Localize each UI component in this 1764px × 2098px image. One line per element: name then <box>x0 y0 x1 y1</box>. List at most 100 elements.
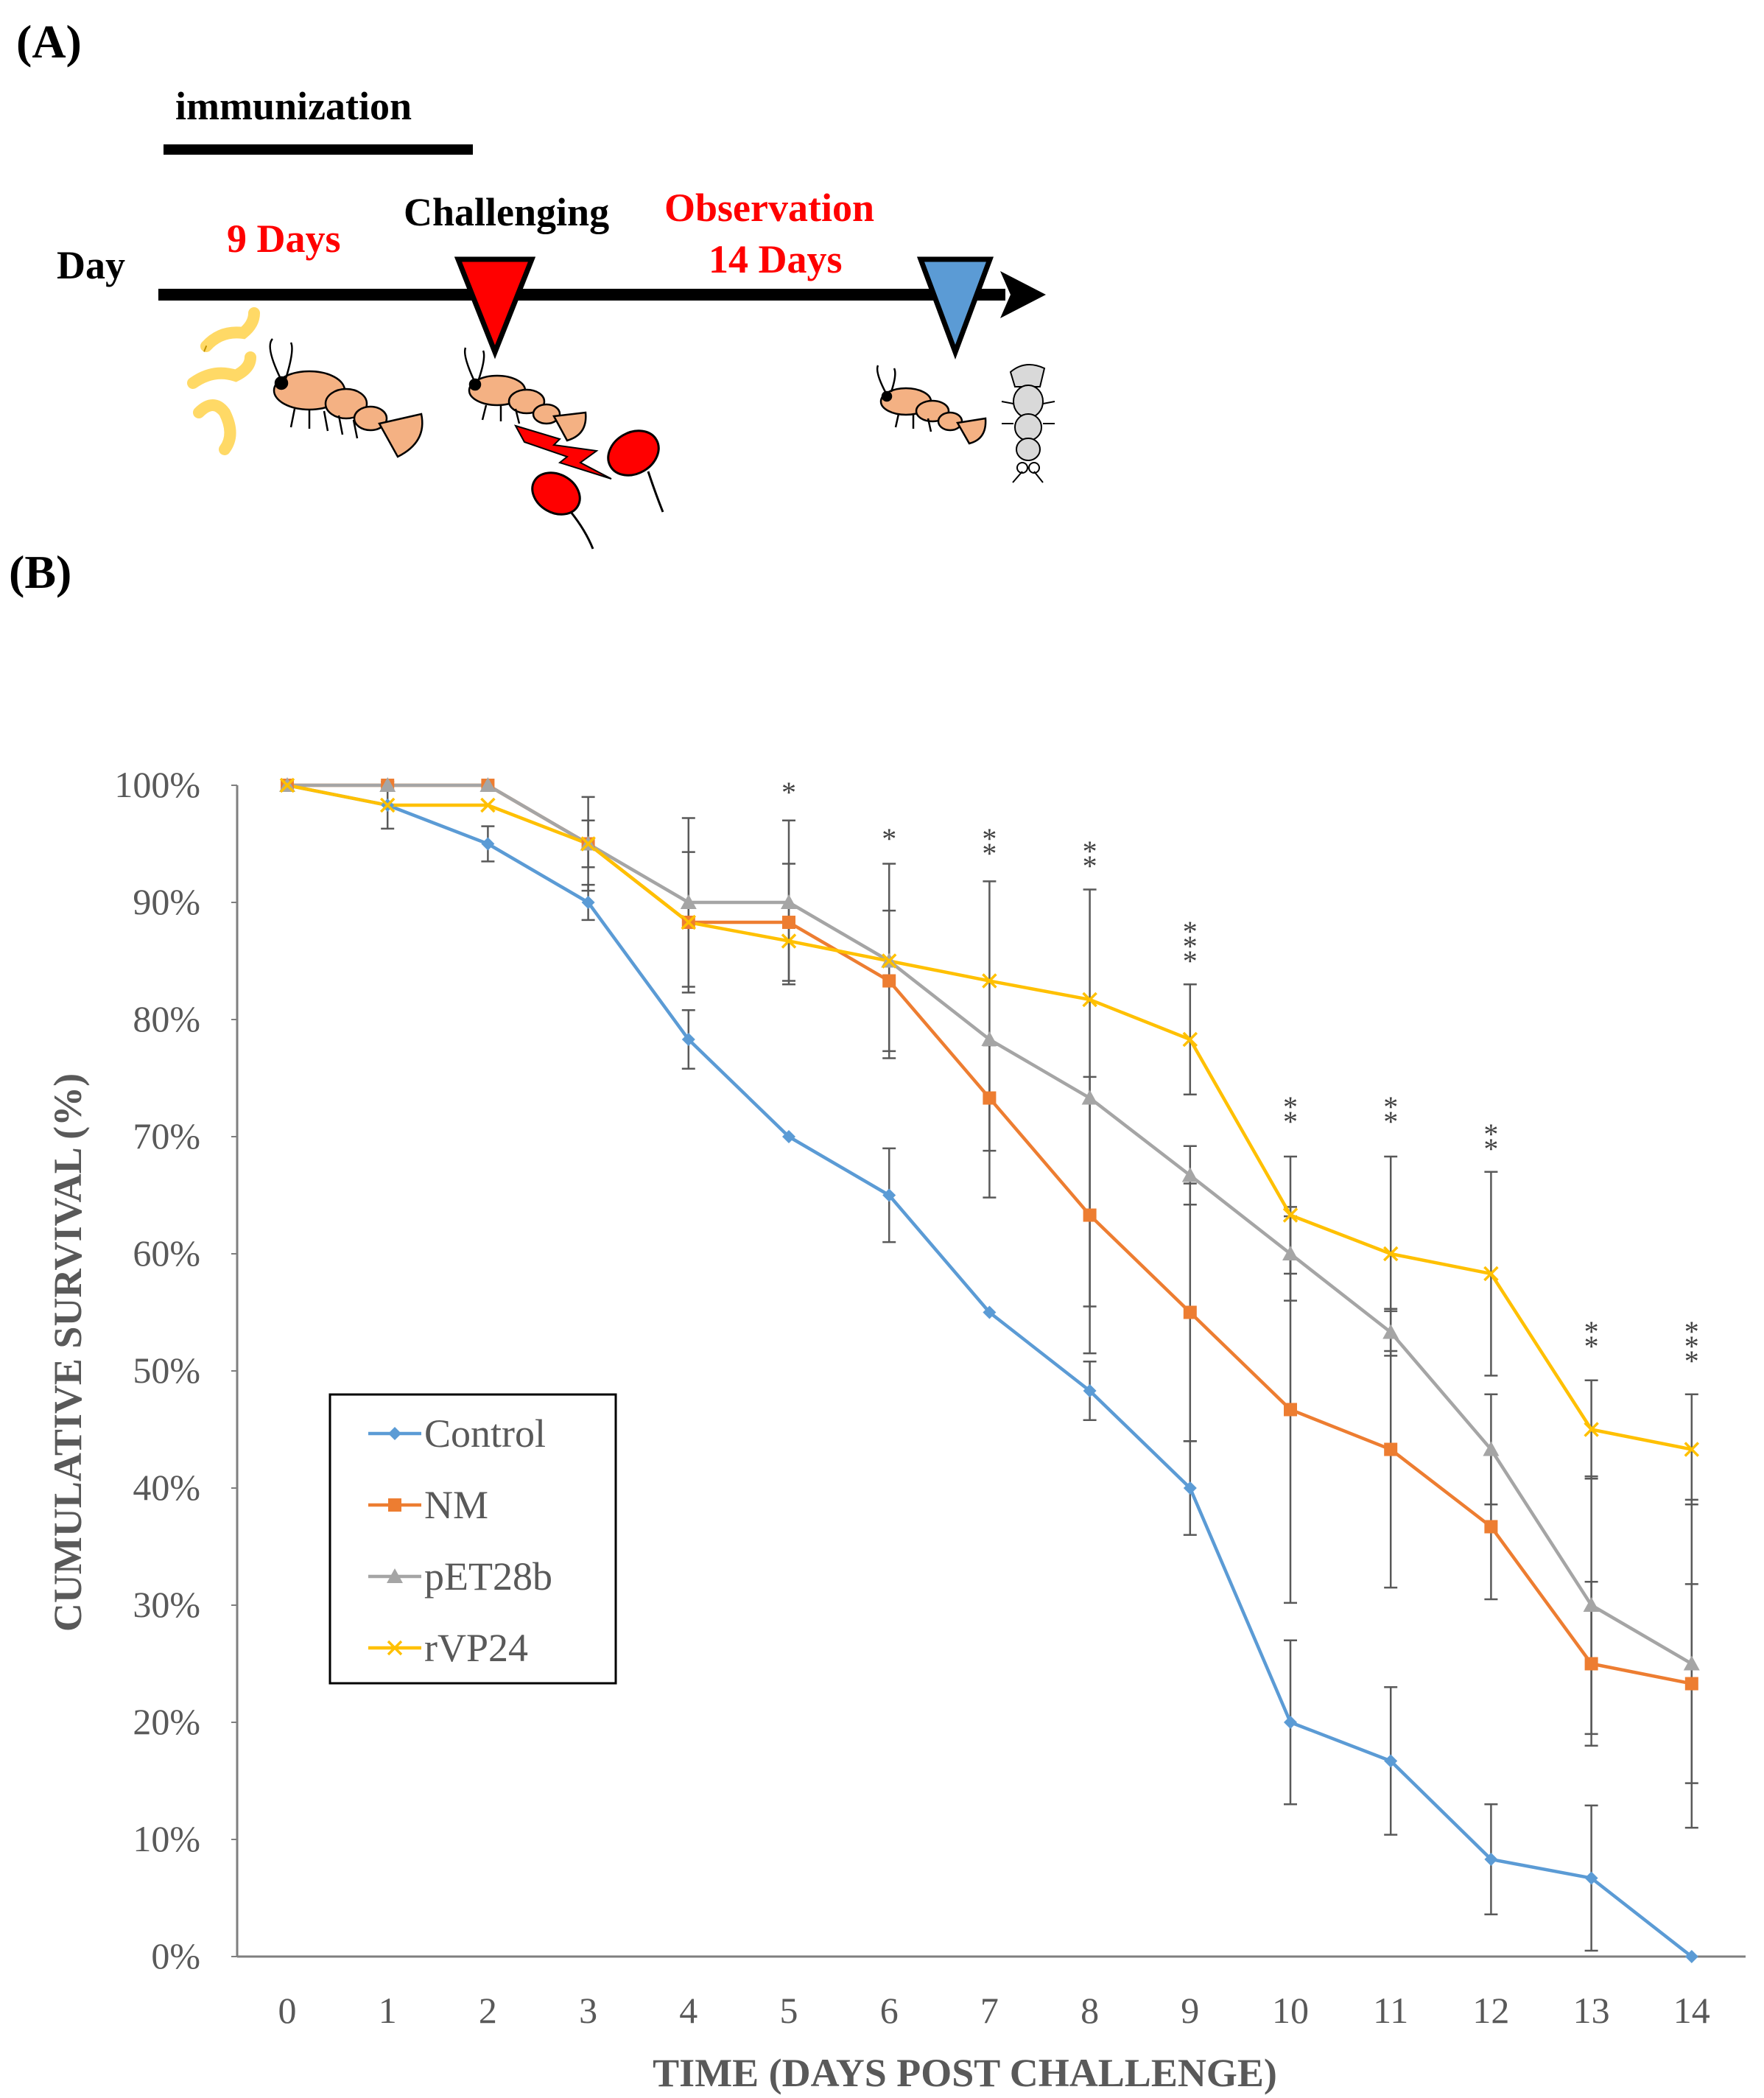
data-point <box>1384 1754 1398 1768</box>
x-tick-label: 11 <box>1373 1990 1408 2031</box>
significance-star: * <box>882 822 896 855</box>
panel-b-label: (B) <box>9 546 71 598</box>
star-glyph: * <box>1383 1105 1398 1138</box>
panel-a: (A) immunization Day 9 Days Challenging … <box>16 15 1055 550</box>
series-markers-rvp24 <box>279 777 1700 1457</box>
immunization-label: immunization <box>175 84 412 128</box>
shrimp-immunized-icon <box>269 338 424 458</box>
x-tick-label: 13 <box>1573 1990 1610 2031</box>
data-point <box>479 777 496 792</box>
star-glyph: * <box>1483 1118 1498 1151</box>
data-point <box>379 797 396 813</box>
legend-label: Control <box>424 1411 546 1456</box>
data-point <box>1483 1266 1499 1282</box>
y-tick-label: 40% <box>133 1467 200 1508</box>
star-glyph: * <box>1083 835 1097 868</box>
legend-item-control: Control <box>368 1411 546 1456</box>
x-tick-label: 0 <box>278 1990 297 2031</box>
data-point <box>782 1130 795 1143</box>
data-point <box>1183 1305 1197 1319</box>
y-axis-title: CUMULATIVE SURVIVAL (%) <box>46 1073 90 1632</box>
data-point <box>782 916 795 930</box>
x-tick-label: 5 <box>780 1990 798 2031</box>
data-point <box>1284 1716 1297 1729</box>
data-point <box>982 973 997 989</box>
data-point <box>1584 1871 1598 1885</box>
x-axis-ticks: 0 1 2 3 4 5 6 7 8 9 10 11 12 13 14 <box>278 1990 1710 2031</box>
data-point <box>1284 1403 1297 1417</box>
data-point <box>1282 1246 1299 1260</box>
x-tick-label: 2 <box>479 1990 497 2031</box>
significance-star: *** <box>1183 915 1198 978</box>
star-glyph: * <box>882 822 896 855</box>
y-tick-label: 20% <box>133 1701 200 1742</box>
star-glyph: * <box>1283 1090 1298 1123</box>
legend-label: pET28b <box>424 1554 552 1599</box>
legend-label: rVP24 <box>424 1626 528 1670</box>
star-glyph: * <box>1183 944 1198 978</box>
fourteen-days-label: 14 Days <box>709 237 843 281</box>
significance-label: *** <box>1684 1315 1699 1378</box>
x-tick-label: 4 <box>679 1990 697 2031</box>
feed-worms-icon <box>187 307 260 455</box>
legend-item-pet28b: pET28b <box>368 1554 552 1599</box>
data-point <box>1082 992 1097 1008</box>
data-point <box>387 1568 403 1583</box>
y-tick-label: 30% <box>133 1584 200 1625</box>
significance-label: *** <box>1183 915 1198 978</box>
challenging-label: Challenging <box>404 190 609 234</box>
data-point <box>1483 1441 1500 1456</box>
y-tick-label: 60% <box>133 1232 200 1274</box>
data-point <box>681 1033 695 1047</box>
data-point <box>388 1427 401 1440</box>
data-point <box>781 894 797 909</box>
data-point <box>882 1188 896 1202</box>
star-glyph: * <box>1183 915 1198 948</box>
y-tick-label: 100% <box>114 764 200 805</box>
immunization-bar <box>164 144 473 155</box>
x-tick-label: 6 <box>880 1990 899 2031</box>
shrimp-challenged-icon <box>463 347 587 442</box>
data-point <box>1584 1657 1598 1671</box>
data-point <box>1182 1031 1198 1048</box>
legend-box <box>328 1393 617 1685</box>
star-glyph: * <box>1283 1105 1298 1138</box>
star-glyph: * <box>1183 930 1198 963</box>
y-tick-label: 80% <box>133 998 200 1039</box>
significance-label: ** <box>1483 1118 1498 1165</box>
data-point <box>1484 1853 1498 1867</box>
data-point <box>1081 1090 1098 1105</box>
data-point <box>1384 1442 1398 1456</box>
star-glyph: * <box>1584 1315 1599 1348</box>
y-tick-label: 10% <box>133 1818 200 1859</box>
significance-label: * <box>882 822 896 855</box>
data-point <box>388 1498 401 1512</box>
significance-label: ** <box>1383 1090 1398 1138</box>
data-point <box>1684 1677 1698 1691</box>
data-point <box>983 1305 997 1319</box>
star-glyph: * <box>982 822 997 855</box>
legend: Control NM pET28b rVP24 <box>328 1393 617 1685</box>
day-label: Day <box>57 243 125 287</box>
timeline-line <box>158 289 1005 301</box>
data-point <box>680 894 697 909</box>
shrimp-survivor-icon <box>876 365 987 445</box>
x-tick-label: 7 <box>980 1990 999 2031</box>
star-glyph: * <box>1584 1330 1599 1363</box>
x-tick-label: 1 <box>379 1990 397 2031</box>
significance-stars: ** ** ******* ** **** *** <box>781 776 1699 1378</box>
significance-label: ** <box>982 822 997 870</box>
error-bars <box>381 780 1698 1952</box>
data-point <box>681 914 697 930</box>
y-tick-label: 70% <box>133 1115 200 1157</box>
star-glyph: * <box>1483 1132 1498 1165</box>
significance-star: *** <box>1684 1315 1699 1378</box>
star-glyph: * <box>1684 1344 1699 1378</box>
star-glyph: * <box>1684 1315 1699 1348</box>
significance-star: ** <box>1083 835 1097 883</box>
lightning-bolt-icon <box>513 424 612 480</box>
legend-label: NM <box>424 1483 488 1527</box>
significance-label: ** <box>1083 835 1097 883</box>
star-glyph: * <box>982 837 997 870</box>
